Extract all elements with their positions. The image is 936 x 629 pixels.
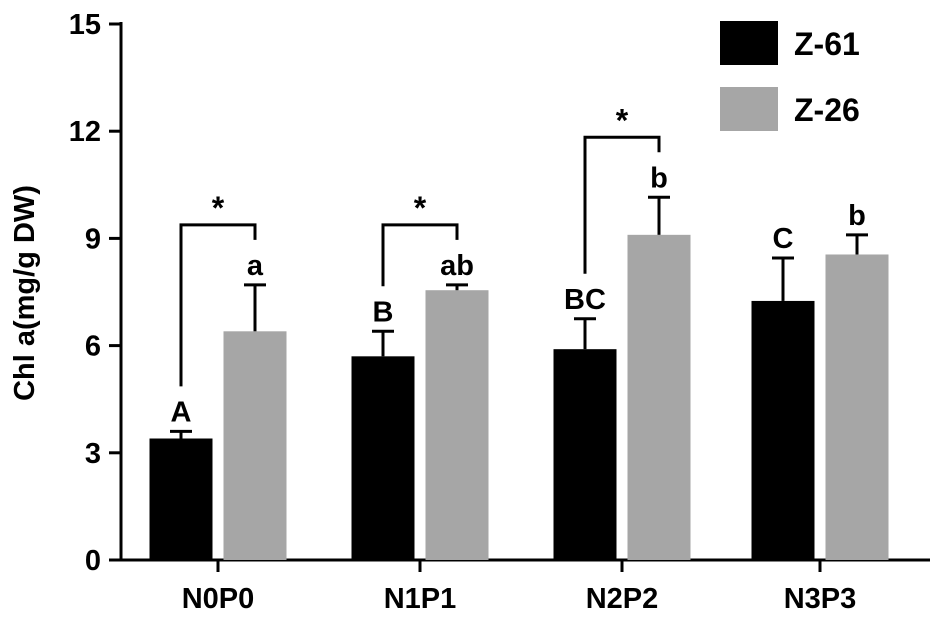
significance-star: * (212, 190, 225, 226)
significance-letter: b (650, 162, 668, 194)
bar-z-26-n2p2 (627, 234, 691, 560)
bar-z-61-n3p3 (751, 300, 815, 560)
significance-letter: b (848, 200, 866, 232)
significance-star: * (616, 102, 629, 138)
y-tick-label: 0 (85, 545, 101, 577)
significance-letter: C (773, 223, 794, 255)
significance-letter: A (171, 396, 192, 428)
y-axis-label: Chl a(mg/g DW) (9, 185, 41, 401)
bar-z-61-n2p2 (553, 349, 617, 560)
significance-bracket (583, 135, 661, 274)
significance-letter: a (247, 250, 264, 282)
y-tick-label: 9 (85, 223, 101, 255)
significance-star: * (414, 190, 427, 226)
axes: 0 3 6 9 12 15 N0P0 N1P1 N2P2 N3P3 (69, 9, 930, 615)
x-tick-label: N0P0 (182, 583, 255, 615)
significance-bracket (381, 223, 459, 287)
bar-z-26-n1p1 (425, 290, 489, 560)
significance-letter: ab (440, 250, 474, 282)
legend-label: Z-61 (794, 26, 860, 62)
bar-z-61-n1p1 (351, 356, 415, 560)
x-tick-label: N2P2 (586, 583, 659, 615)
y-tick-label: 6 (85, 331, 101, 363)
bar-z-61-n0p0 (149, 438, 213, 560)
significance-letter: BC (564, 284, 606, 316)
legend-label: Z-26 (794, 92, 860, 128)
significance-letter: B (373, 296, 394, 328)
annotations: Aa Bab BC b Cb * * * (171, 102, 866, 428)
y-tick-label: 15 (69, 9, 101, 41)
bar-z-26-n0p0 (223, 331, 287, 560)
legend: Z-61 Z-26 (720, 21, 860, 131)
x-tick-label: N3P3 (784, 583, 857, 615)
significance-bracket (179, 223, 257, 387)
y-tick-label: 3 (85, 438, 101, 470)
legend-swatch (720, 21, 778, 65)
bars (149, 195, 889, 561)
legend-swatch (720, 87, 778, 131)
x-tick-label: N1P1 (384, 583, 457, 615)
bar-z-26-n3p3 (825, 254, 889, 561)
y-tick-label: 12 (69, 116, 101, 148)
